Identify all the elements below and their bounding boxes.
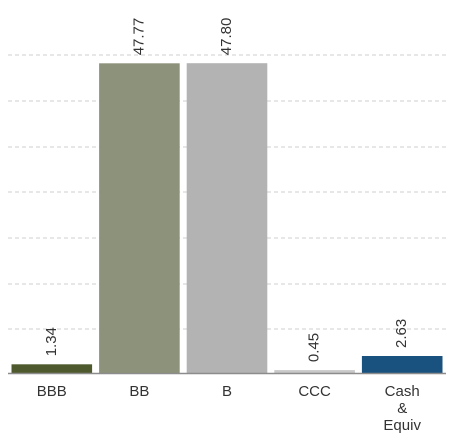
value-label-2: 47.80: [218, 18, 235, 56]
value-labels: 1.34 47.77 47.80 0.45 2.63: [43, 18, 410, 362]
x-tick-label-1-0: BB: [129, 383, 149, 400]
bar-1: [99, 63, 180, 374]
x-tick-labels: BBB BB B CCC Cash&Equiv: [37, 383, 422, 434]
value-label-4: 2.63: [393, 319, 410, 348]
bar-4: [361, 356, 443, 373]
value-label-1: 47.77: [130, 18, 147, 56]
x-tick-label-2-0: B: [222, 383, 232, 400]
bars: [11, 63, 443, 374]
bar-3: [274, 370, 355, 373]
x-tick-label-4-0: Cash: [385, 383, 420, 400]
bar-2: [186, 63, 268, 373]
bar-0: [11, 364, 93, 373]
x-tick-label-3-0: CCC: [298, 383, 331, 400]
x-tick-label-4-2: Equiv: [383, 417, 421, 434]
x-tick-label-0-0: BBB: [37, 383, 67, 400]
x-tick-label-4-1: &: [397, 400, 407, 417]
value-label-0: 1.34: [43, 327, 60, 356]
value-label-3: 0.45: [306, 333, 323, 362]
